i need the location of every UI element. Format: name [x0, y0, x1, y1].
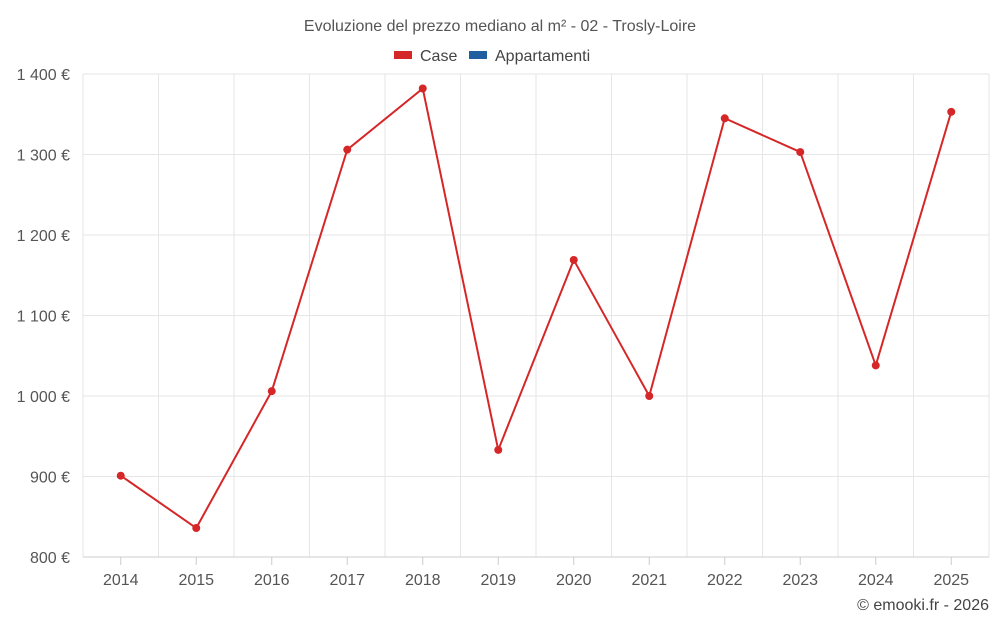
data-point: [267, 387, 276, 396]
x-tick-label: 2016: [254, 572, 290, 589]
data-point: [116, 471, 125, 480]
y-tick-label: 1 000 €: [17, 389, 70, 406]
legend: Case Appartamenti: [394, 48, 590, 65]
y-tick-label: 1 100 €: [17, 309, 70, 326]
x-tick-label: 2017: [329, 572, 365, 589]
data-point: [645, 392, 654, 400]
data-point: [947, 107, 956, 116]
chart-title: Evoluzione del prezzo mediano al m² - 02…: [304, 18, 696, 35]
y-tick-label: 1 400 €: [17, 67, 70, 84]
legend-label-2: Appartamenti: [495, 48, 590, 65]
x-tick-label: 2019: [480, 572, 516, 589]
x-tick-label: 2024: [858, 572, 894, 589]
x-tick-label: 2014: [103, 572, 139, 589]
data-point: [494, 445, 503, 454]
y-tick-label: 1 300 €: [17, 148, 70, 165]
series-line-1: [120, 87, 953, 530]
data-point: [569, 255, 578, 264]
legend-swatch-1: [394, 51, 412, 59]
x-tick-label: 2022: [707, 572, 743, 589]
x-tick-label: 2021: [631, 572, 667, 589]
axes: 800 € 900 € 1 000 € 1 100 € 1 200 € 1 300 € 1 …: [17, 67, 989, 589]
y-tick-label: 800 €: [30, 550, 70, 567]
series-layer: [116, 84, 956, 533]
y-tick-label: 900 €: [30, 470, 70, 487]
y-tick-label: 1 200 €: [17, 228, 70, 245]
data-point: [796, 148, 805, 157]
x-tick-label: 2025: [933, 572, 969, 589]
x-tick-label: 2023: [782, 572, 818, 589]
data-point: [418, 84, 427, 93]
credit-text: © emooki.fr - 2026: [857, 597, 989, 614]
data-point: [343, 145, 352, 154]
x-tick-label: 2015: [178, 572, 214, 589]
x-tick-label: 2020: [556, 572, 592, 589]
x-tick-label: 2018: [405, 572, 441, 589]
data-point: [720, 114, 729, 123]
legend-swatch-2: [469, 51, 487, 59]
grid: [82, 73, 990, 557]
legend-label-1: Case: [420, 48, 457, 65]
data-point: [871, 361, 880, 370]
data-point: [192, 524, 201, 533]
